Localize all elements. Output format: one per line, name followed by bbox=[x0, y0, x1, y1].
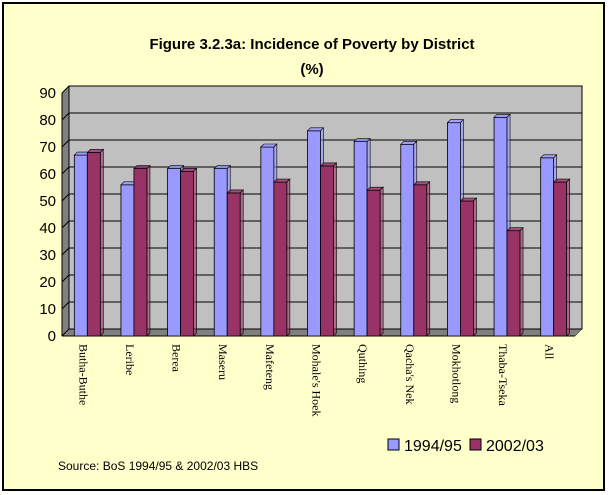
y-tick-label: 60 bbox=[39, 166, 56, 183]
x-category-label: Berea bbox=[170, 344, 184, 373]
chart-frame: Figure 3.2.3a: Incidence of Poverty by D… bbox=[2, 2, 605, 491]
plot-area: 0 10 20 30 40 50 60 70 80 90 Butha-Buthe Leribe Bere… bbox=[39, 85, 583, 416]
bar-front bbox=[133, 168, 148, 337]
bar-front bbox=[320, 165, 334, 337]
y-tick-label: 20 bbox=[39, 274, 56, 291]
bar-front bbox=[553, 181, 568, 337]
bar-side bbox=[566, 178, 570, 337]
chart-svg: Figure 3.2.3a: Incidence of Poverty by D… bbox=[39, 36, 583, 473]
y-tick-label: 50 bbox=[39, 193, 56, 210]
bar-side bbox=[473, 197, 477, 337]
bar-front bbox=[447, 122, 461, 337]
bar-front bbox=[366, 189, 381, 337]
x-category-label: Mohale's Hoek bbox=[310, 344, 324, 416]
x-category-label: Mokhotlong bbox=[449, 344, 463, 403]
x-category-label: Maseru bbox=[216, 344, 230, 380]
legend: 1994/95 2002/03 bbox=[387, 438, 544, 455]
bar-front bbox=[353, 141, 368, 337]
source-note: Source: BoS 1994/95 & 2002/03 HBS bbox=[58, 459, 258, 473]
bar-front bbox=[273, 181, 288, 337]
gridline-depth bbox=[61, 274, 70, 283]
gridline-depth bbox=[61, 247, 70, 256]
bar-mokhotlong-2002-03[interactable] bbox=[459, 197, 478, 337]
legend-label-2002-03: 2002/03 bbox=[486, 438, 544, 455]
bar-front bbox=[540, 157, 555, 337]
legend-swatch-1994-95 bbox=[387, 438, 400, 451]
bar-side bbox=[193, 167, 197, 337]
chart-subtitle: (%) bbox=[300, 61, 323, 78]
bar-all-2002-03[interactable] bbox=[552, 178, 571, 337]
bar-side bbox=[519, 226, 524, 337]
gridline-depth bbox=[61, 328, 70, 337]
plot-side-wall bbox=[61, 85, 70, 337]
x-category-label: Mafeteng bbox=[263, 344, 277, 390]
bar-front bbox=[73, 154, 88, 337]
x-category-label: All bbox=[543, 344, 557, 360]
bar-thaba-tseka-2002-03[interactable] bbox=[506, 226, 524, 337]
gridline-depth bbox=[61, 166, 70, 175]
bar-side bbox=[333, 162, 337, 337]
gridline-depth bbox=[61, 220, 70, 229]
gridline-depth bbox=[61, 139, 70, 148]
y-tick-label: 70 bbox=[39, 139, 56, 156]
gridline-depth bbox=[61, 301, 70, 310]
bar-mafeteng-2002-03[interactable] bbox=[273, 178, 291, 337]
bar-maseru-2002-03[interactable] bbox=[226, 189, 244, 337]
x-category-label: Butha-Buthe bbox=[76, 344, 90, 405]
x-category-label: Leribe bbox=[123, 344, 137, 375]
bar-qacha-s-nek-2002-03[interactable] bbox=[413, 181, 431, 337]
x-category-label: Thaba-Tseka bbox=[496, 344, 510, 406]
bar-side bbox=[100, 148, 104, 337]
bar-front bbox=[120, 184, 135, 337]
bar-front bbox=[506, 230, 521, 337]
gridline-depth bbox=[61, 85, 70, 94]
y-tick-label: 0 bbox=[48, 328, 56, 345]
bar-berea-2002-03[interactable] bbox=[179, 167, 198, 337]
bar-front bbox=[307, 130, 321, 337]
x-category-label: Qacha's Nek bbox=[403, 344, 417, 404]
bar-front bbox=[413, 184, 428, 337]
bar-front bbox=[180, 170, 194, 337]
bar-front bbox=[260, 146, 275, 337]
bar-side bbox=[426, 181, 431, 337]
y-tick-label: 30 bbox=[39, 247, 56, 264]
legend-label-1994-95: 1994/95 bbox=[404, 438, 462, 455]
bar-side bbox=[286, 178, 291, 337]
bar-side bbox=[146, 164, 151, 337]
bar-front bbox=[86, 151, 101, 337]
gridline-depth bbox=[61, 193, 70, 202]
bar-butha-buthe-2002-03[interactable] bbox=[86, 148, 105, 337]
bar-quthing-2002-03[interactable] bbox=[366, 186, 384, 337]
y-tick-label: 40 bbox=[39, 220, 56, 237]
y-tick-label: 10 bbox=[39, 301, 56, 318]
bar-side bbox=[379, 186, 384, 337]
bar-front bbox=[493, 116, 508, 337]
chart-title: Figure 3.2.3a: Incidence of Poverty by D… bbox=[149, 36, 474, 53]
y-tick-label: 90 bbox=[39, 85, 56, 102]
bar-mohale-s-hoek-2002-03[interactable] bbox=[319, 162, 338, 337]
bar-front bbox=[400, 143, 415, 337]
bar-front bbox=[226, 192, 241, 337]
bar-leribe-2002-03[interactable] bbox=[133, 164, 151, 337]
bar-side bbox=[239, 189, 244, 337]
bar-front bbox=[460, 200, 474, 337]
gridline-depth bbox=[61, 112, 70, 121]
x-category-label: Quthing bbox=[356, 344, 370, 383]
legend-swatch-2002-03 bbox=[469, 438, 482, 451]
bar-front bbox=[213, 168, 228, 337]
bar-front bbox=[167, 168, 181, 337]
y-tick-label: 80 bbox=[39, 112, 56, 129]
